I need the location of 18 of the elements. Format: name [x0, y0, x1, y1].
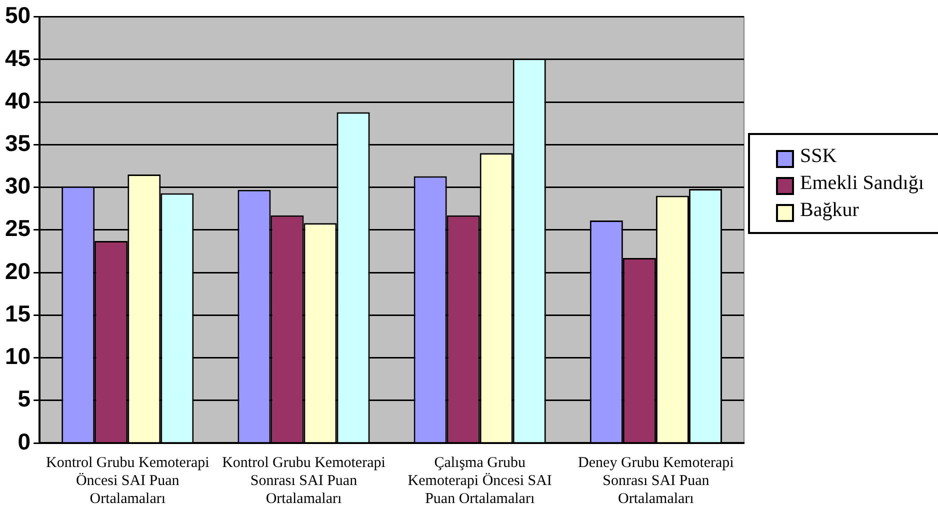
x-tick-label: Kontrol Grubu Kemoterapi Öncesi SAI Puan Ortalamaları — [46, 454, 210, 507]
y-tick-label: 40 — [4, 87, 31, 114]
x-tick-label: Çalışma Grubu Kemoterapi Öncesi SAI Puan Ortalamaları — [408, 454, 552, 507]
y-tick-label: 10 — [4, 343, 31, 370]
y-tick-label: 35 — [4, 130, 31, 156]
legend-label: SSK — [800, 145, 837, 168]
y-tick-label: 25 — [4, 215, 31, 242]
y-tick-label: 15 — [4, 300, 31, 326]
x-tick-label: Deney Grubu Kemoterapi Sonrası SAI Puan Ortalamaları — [578, 454, 734, 507]
legend-label: Bağkur — [800, 199, 859, 222]
y-tick-label: 0 — [18, 428, 31, 454]
y-tick-label: 20 — [4, 258, 31, 284]
y-tick-label: 45 — [4, 44, 31, 71]
x-tick-label: Kontrol Grubu Kemoterapi Sonrası SAI Puan Ortalamaları — [222, 454, 386, 507]
y-tick-label: 5 — [18, 386, 31, 412]
y-tick-label: 30 — [4, 172, 31, 199]
y-tick-label: 50 — [4, 2, 31, 28]
legend-label: Emekli Sandığı — [800, 172, 924, 195]
